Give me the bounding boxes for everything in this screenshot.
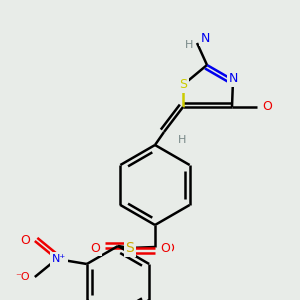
Text: N: N bbox=[200, 32, 210, 44]
Text: S: S bbox=[179, 79, 187, 92]
Text: S: S bbox=[126, 241, 134, 255]
Text: O: O bbox=[160, 242, 170, 254]
Text: N: N bbox=[228, 73, 238, 85]
Text: ⁻O: ⁻O bbox=[16, 272, 30, 282]
Text: H: H bbox=[185, 40, 193, 50]
Text: O: O bbox=[90, 242, 100, 254]
Text: O: O bbox=[262, 100, 272, 113]
Text: O: O bbox=[164, 242, 174, 256]
Text: O: O bbox=[20, 235, 30, 248]
Text: N⁺: N⁺ bbox=[52, 254, 66, 264]
Text: H: H bbox=[178, 135, 186, 145]
